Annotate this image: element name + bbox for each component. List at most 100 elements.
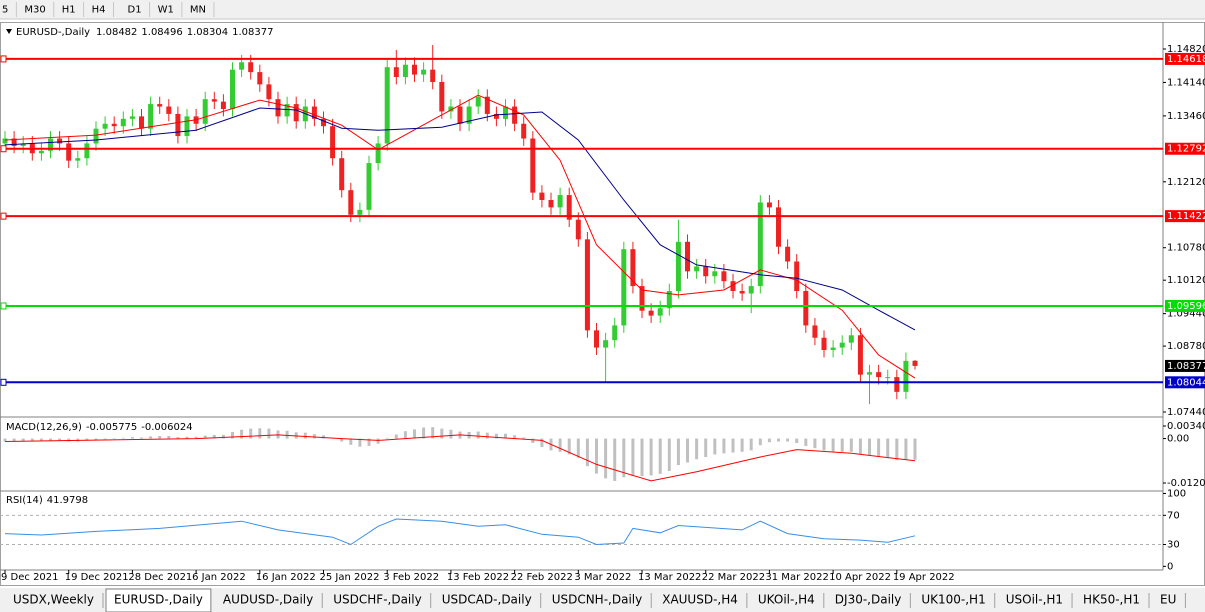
open-value: 1.08482 [96,27,137,38]
macd-bar [831,438,835,452]
tab[interactable] [749,591,823,611]
candle-body [712,271,718,277]
macd-bar [767,438,771,443]
macd-bar [212,434,216,439]
candle-body [439,81,445,112]
tab-label[interactable]: DJ30-,Daily [835,593,902,607]
candle-body [84,143,90,159]
macd-bar [121,437,125,439]
y-tick-label: 1.13460 [1167,111,1205,122]
tab-label[interactable]: UKOil-,H4 [758,593,815,607]
x-tick-label: 13 Feb 2022 [447,572,509,583]
tab[interactable] [214,591,322,611]
tab[interactable] [997,591,1072,611]
x-tick-label: 3 Mar 2022 [574,572,631,583]
macd-bar [595,438,599,474]
candle-body [157,104,163,107]
tab[interactable] [654,591,746,611]
candle-body [38,150,44,154]
macd-bar [112,438,116,440]
macd-bar [822,438,826,451]
y-tick-label: 1.10120 [1167,275,1205,286]
candle-body [202,99,208,124]
timeframe-buttons: 5 M30 H1 H4 D1 W1 MN [2,2,215,17]
timeframe-button-label[interactable]: D1 [128,5,142,16]
tab[interactable] [1075,591,1149,611]
candle-body [248,62,254,73]
macd-bar [877,438,881,457]
candle-body [812,325,818,338]
candle-body [293,104,299,122]
macd-bar [240,429,244,439]
level-price-box [1165,376,1205,389]
y-tick-label: 1.14820 [1167,44,1205,55]
tab[interactable] [913,591,994,611]
tab-label[interactable]: USDCAD-,Daily [442,593,532,607]
tab[interactable] [826,591,910,611]
macd-bar [340,438,344,442]
macd-bar [758,438,762,446]
candle-body [239,62,245,70]
tab-label[interactable]: EURUSD-,Daily [114,593,203,607]
y-tick-label: 1.10780 [1167,243,1205,254]
tab[interactable] [325,591,430,611]
tab-label[interactable]: USOil-,H1 [1006,593,1063,607]
candle-body [412,64,418,75]
rsi-pane [0,514,1163,546]
macd-bar [194,436,198,439]
candle-body [11,138,17,146]
candle-body [111,123,117,127]
candle-body [93,128,99,144]
level-price-box [1165,142,1205,155]
macd-bar [231,431,235,439]
macd-bar [403,431,407,439]
level-anchor [0,55,7,63]
candle-body [603,340,609,348]
tab[interactable] [433,591,540,611]
candle-body [694,266,700,272]
candle-body [739,291,745,294]
candle-body [776,207,782,247]
tab-label[interactable]: UK100-,H1 [921,593,985,607]
candle-body [475,96,481,107]
macd-bar [904,438,908,460]
timeframe-button-label[interactable]: H1 [62,5,76,16]
x-tick-label: 16 Jan 2022 [256,572,316,583]
tab-label[interactable]: EU [1160,593,1176,607]
level-price-label: 1.14618 [1167,54,1205,65]
timeframe-button-label[interactable]: 5 [2,5,8,16]
tab-label[interactable]: USDCHF-,Daily [333,593,421,607]
candle-body [102,123,108,129]
candle-body [675,241,681,292]
level-anchor [0,145,7,153]
timeframe-button-label[interactable]: M30 [24,5,45,16]
level-price-box [1165,52,1205,65]
candle-body [612,325,618,341]
tab-label[interactable]: AUDUSD-,Daily [223,593,313,607]
tab-label[interactable]: USDCNH-,Daily [552,593,643,607]
candle-body [648,310,654,316]
macd-bar [39,438,43,442]
macd-bar [149,436,153,439]
tab-label[interactable]: USDX,Weekly [13,593,94,607]
tabs: USDX,Weekly EURUSD-,Daily AUDUSD-,Daily USD… [5,588,1186,612]
level-anchor [0,378,7,386]
timeframe-button-label[interactable]: MN [190,5,206,16]
symbol-menu-arrow[interactable] [6,29,12,34]
timeframe-button-label[interactable]: H4 [92,5,106,16]
tab[interactable] [105,588,212,612]
candle-body [20,143,26,146]
level-price-label: 1.12792 [1167,144,1205,155]
moving-average [4,107,916,331]
macd-bar [695,438,699,460]
timeframe-button-label[interactable]: W1 [158,5,174,16]
macd-bar [376,438,380,444]
candle-body [839,342,845,348]
candle-body [794,261,800,292]
candle-body [266,84,272,100]
tab[interactable] [543,591,651,611]
tab-label[interactable]: XAUUSD-,H4 [662,593,738,607]
tab-label[interactable]: HK50-,H1 [1083,593,1140,607]
tab[interactable] [1152,591,1185,611]
tab[interactable] [5,591,102,611]
